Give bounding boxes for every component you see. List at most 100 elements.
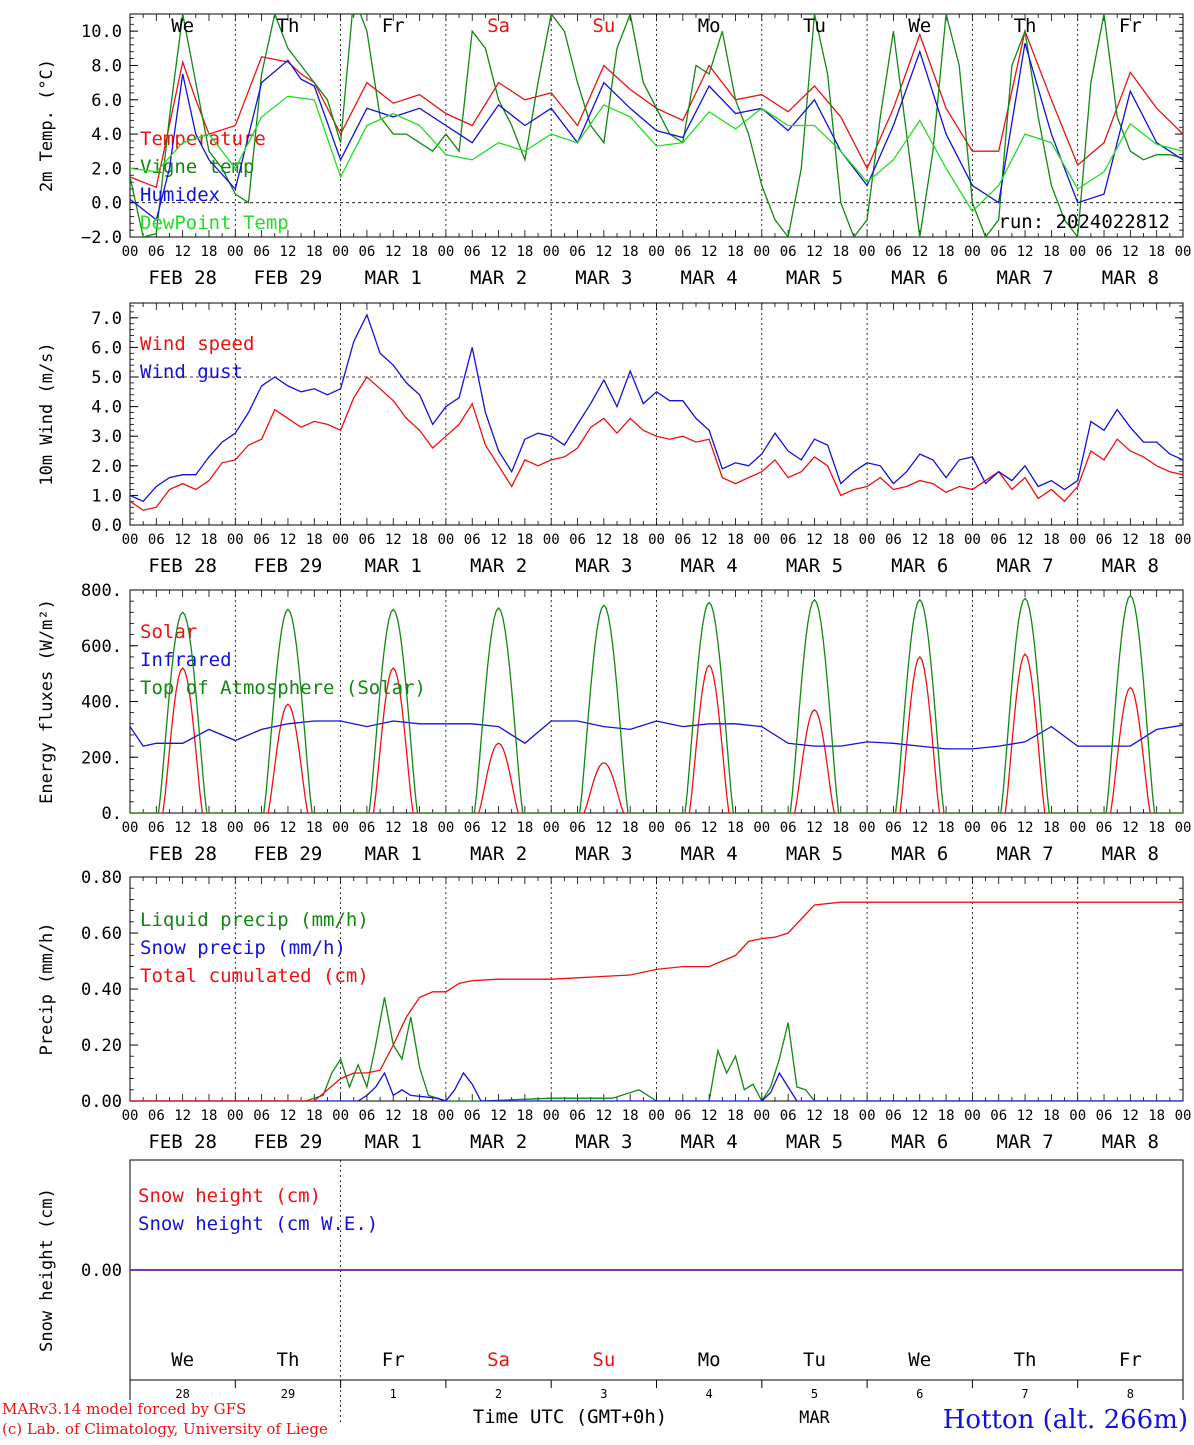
x-hour-label: 12 [701,532,718,548]
x-hour-label: 12 [595,820,612,836]
y-tick-label: 2.0 [91,457,122,477]
weekday-label: Mo [698,1349,721,1371]
x-hour-label: 06 [780,1108,797,1124]
weekday-label: Th [277,1349,300,1371]
x-hour-label: 18 [306,820,323,836]
legend-entry: Snow height (cm) [138,1185,321,1207]
bottom-day-number: 4 [706,1387,713,1401]
legend-entry: Wind gust [140,361,243,383]
x-hour-label: 00 [122,244,139,260]
bottom-day-number: 3 [600,1387,607,1401]
weekday-label: Fr [1119,1349,1142,1371]
x-hour-label: 12 [174,244,191,260]
panel-3: 0. 200. 400. 600. 800. Energy fluxes (W/m²) So… [37,581,1191,865]
y-tick-label: 0.60 [81,924,122,944]
x-date-label: FEB 29 [254,843,323,865]
weekday-label: Th [277,15,300,37]
x-date-label: FEB 29 [254,267,323,289]
x-hour-label: 00 [648,1108,665,1124]
x-hour-label: 06 [358,820,375,836]
legend-entry: Wind speed [140,333,254,355]
location-title: Hotton (alt. 266m) [943,1405,1188,1435]
x-hour-label: 00 [122,820,139,836]
panel-1: −2.0 0.0 2.0 4.0 6.0 8.0 10.0 2m Temp. (°C) Temp… [37,13,1191,289]
x-hour-label: 18 [516,820,533,836]
x-hour-label: 18 [622,532,639,548]
legend-entry: DewPoint Temp [140,212,289,234]
bottom-month-label: MAR [799,1408,830,1428]
x-hour-label: 06 [885,1108,902,1124]
weekday-label: Th [1014,15,1037,37]
x-hour-label: 00 [753,532,770,548]
x-date-label: MAR 1 [365,267,422,289]
x-hour-label: 12 [1017,820,1034,836]
x-hour-label: 06 [990,1108,1007,1124]
x-hour-label: 18 [201,244,218,260]
x-hour-label: 12 [806,532,823,548]
x-hour-label: 12 [595,532,612,548]
x-hour-label: 18 [832,532,849,548]
y-axis-label: Precip (mm/h) [37,922,57,1055]
x-hour-label: 12 [174,532,191,548]
y-tick-label: 5.0 [91,368,122,388]
x-hour-label: 06 [674,532,691,548]
x-date-label: MAR 4 [681,1131,738,1153]
x-hour-label: 12 [701,820,718,836]
x-hour-label: 18 [832,1108,849,1124]
x-hour-label: 00 [227,244,244,260]
x-hour-label: 06 [148,1108,165,1124]
x-hour-label: 12 [1122,532,1139,548]
x-hour-label: 00 [437,1108,454,1124]
x-hour-label: 18 [306,1108,323,1124]
legend-entry: Temperature [140,128,266,150]
x-hour-label: 00 [227,820,244,836]
x-hour-label: 00 [1069,1108,1086,1124]
x-hour-label: 18 [306,244,323,260]
x-hour-label: 06 [885,532,902,548]
x-hour-label: 18 [201,820,218,836]
x-date-label: MAR 8 [1102,555,1159,577]
y-tick-label: 0.0 [91,194,122,214]
x-hour-label: 18 [1043,244,1060,260]
x-hour-label: 06 [148,532,165,548]
series-line-liquid-precip-mm-h- [130,997,1183,1101]
x-hour-label: 06 [358,532,375,548]
x-hour-label: 06 [674,1108,691,1124]
y-tick-label: 4.0 [91,125,122,145]
x-hour-label: 18 [516,244,533,260]
y-tick-label: 1.0 [91,486,122,506]
x-date-label: FEB 29 [254,555,323,577]
x-hour-label: 18 [306,532,323,548]
x-date-label: MAR 8 [1102,1131,1159,1153]
y-tick-label: 10.0 [81,22,122,42]
y-tick-label: 3.0 [91,427,122,447]
x-hour-label: 06 [885,244,902,260]
y-axis-label: Energy fluxes (W/m²) [37,599,57,804]
bottom-day-number: 29 [281,1387,295,1401]
x-hour-label: 06 [569,1108,586,1124]
x-date-label: MAR 2 [470,267,527,289]
legend-entry: Total cumulated (cm) [140,965,369,987]
x-date-label: MAR 6 [891,1131,948,1153]
series-line-top-of-atmosphere-solar- [130,594,1183,813]
x-hour-label: 00 [122,1108,139,1124]
x-hour-label: 00 [1069,532,1086,548]
bottom-day-number: 2 [495,1387,502,1401]
x-hour-label: 00 [753,820,770,836]
x-hour-label: 00 [648,244,665,260]
x-hour-label: 18 [832,244,849,260]
series-line-snow-precip-mm-h- [130,1071,1183,1101]
x-hour-label: 06 [148,820,165,836]
x-hour-label: 00 [543,1108,560,1124]
x-date-label: MAR 5 [786,843,843,865]
x-hour-label: 12 [1122,1108,1139,1124]
x-hour-label: 12 [490,820,507,836]
weekday-label: Sa [487,15,510,37]
x-hour-label: 12 [385,532,402,548]
x-hour-label: 18 [938,244,955,260]
bottom-day-number: 8 [1127,1387,1134,1401]
x-hour-label: 00 [859,820,876,836]
x-hour-label: 00 [543,820,560,836]
x-hour-label: 00 [753,1108,770,1124]
